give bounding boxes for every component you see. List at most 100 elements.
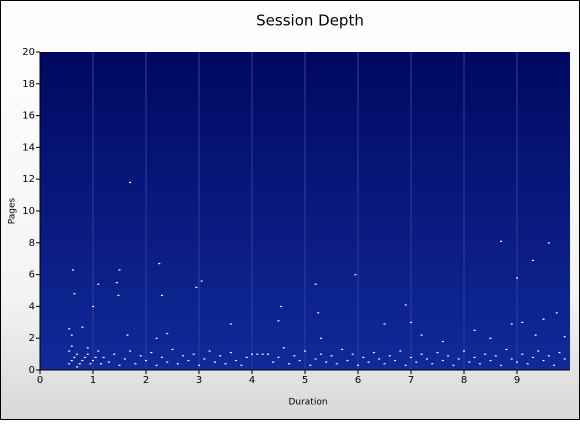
point (510, 358, 513, 360)
point (372, 352, 375, 354)
point (288, 363, 291, 365)
point (117, 294, 120, 296)
point (415, 361, 418, 363)
point (537, 350, 540, 352)
point (134, 363, 137, 365)
point (563, 358, 566, 360)
point (484, 353, 487, 355)
point (399, 350, 402, 352)
point (195, 286, 198, 289)
point (325, 361, 328, 363)
point (277, 356, 280, 358)
point (200, 280, 203, 282)
x-tick-label: 8 (461, 375, 467, 386)
point (160, 356, 163, 358)
point (92, 305, 94, 308)
point (314, 358, 317, 360)
point (245, 356, 248, 358)
point (531, 356, 534, 358)
point (500, 364, 503, 366)
point (126, 334, 129, 336)
point (516, 361, 518, 363)
point (86, 353, 89, 355)
point (534, 334, 537, 336)
x-tick-label: 3 (196, 375, 202, 386)
point (73, 293, 76, 295)
point (317, 312, 320, 314)
point (489, 359, 492, 362)
point (500, 240, 503, 242)
point (145, 359, 147, 362)
point (266, 353, 269, 355)
x-tick-label: 9 (514, 375, 520, 386)
y-tick-label: 14 (22, 142, 35, 153)
point (410, 321, 412, 323)
point (298, 359, 301, 362)
point (319, 337, 322, 339)
point (118, 269, 121, 271)
point (73, 356, 76, 358)
point (71, 269, 74, 271)
point (531, 259, 534, 261)
point (68, 363, 71, 365)
point (86, 347, 89, 349)
point (113, 353, 116, 355)
x-tick-label: 4 (249, 375, 255, 386)
point (272, 361, 275, 363)
y-tick-label: 20 (22, 47, 35, 58)
x-tick-label: 2 (143, 375, 149, 386)
point (158, 262, 161, 265)
point (463, 350, 465, 352)
point (457, 358, 460, 360)
point (447, 355, 450, 357)
point (436, 352, 439, 354)
point (115, 282, 118, 284)
point (150, 352, 153, 354)
point (68, 350, 71, 352)
point (441, 359, 444, 362)
y-axis-label: Pages (8, 197, 18, 224)
point (478, 363, 481, 365)
point (309, 364, 312, 366)
point (473, 329, 476, 331)
point (521, 321, 524, 323)
point (224, 363, 227, 365)
point (304, 350, 306, 352)
point (330, 355, 333, 357)
point (94, 356, 97, 358)
point (420, 334, 423, 336)
point (441, 340, 444, 343)
point (118, 364, 121, 366)
point (129, 350, 132, 352)
point (182, 355, 185, 357)
point (542, 318, 545, 320)
y-tick-label: 12 (22, 174, 35, 185)
point (139, 355, 142, 357)
point (542, 359, 545, 362)
x-tick-label: 7 (408, 375, 414, 386)
point (394, 359, 397, 362)
point (516, 277, 518, 279)
y-tick-label: 2 (29, 333, 35, 344)
point (388, 355, 391, 357)
point (97, 350, 100, 352)
point (187, 359, 190, 362)
x-tick-label: 6 (355, 375, 361, 386)
point (547, 355, 550, 357)
point (555, 312, 558, 314)
point (563, 336, 566, 338)
y-tick-label: 18 (22, 79, 35, 90)
point (203, 358, 206, 360)
point (362, 356, 365, 358)
point (341, 348, 344, 351)
point (410, 356, 412, 358)
point (198, 364, 200, 366)
point (166, 361, 169, 363)
point (208, 350, 211, 352)
point (171, 348, 174, 351)
y-tick-label: 6 (29, 270, 35, 281)
point (229, 323, 232, 325)
point (425, 358, 428, 360)
x-tick-label: 1 (90, 375, 96, 386)
